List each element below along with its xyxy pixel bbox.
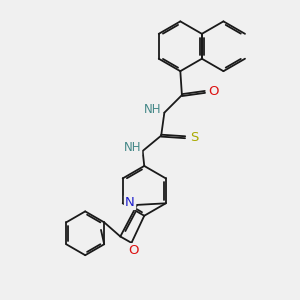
Text: O: O <box>128 244 138 257</box>
Text: O: O <box>128 244 138 257</box>
Text: O: O <box>208 85 219 98</box>
Text: O: O <box>208 85 219 98</box>
Text: NH: NH <box>124 141 141 154</box>
Text: N: N <box>125 196 135 209</box>
Text: NH: NH <box>144 103 162 116</box>
Text: NH: NH <box>144 103 162 116</box>
Text: S: S <box>190 131 198 144</box>
Text: N: N <box>125 196 135 209</box>
Text: NH: NH <box>124 141 141 154</box>
Text: S: S <box>190 131 198 144</box>
